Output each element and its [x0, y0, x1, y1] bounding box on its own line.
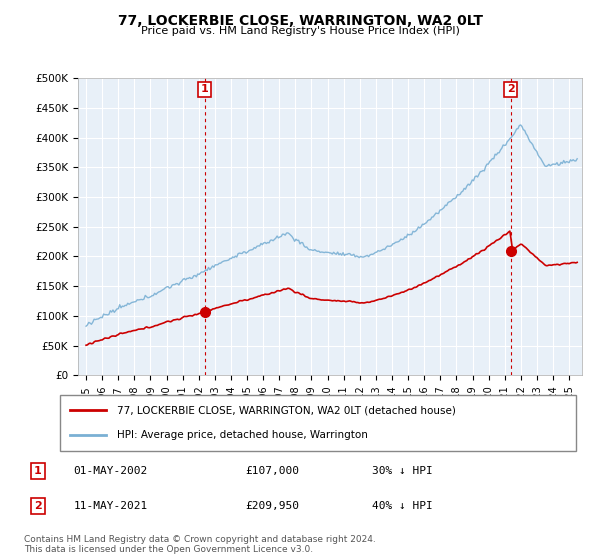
Text: 77, LOCKERBIE CLOSE, WARRINGTON, WA2 0LT: 77, LOCKERBIE CLOSE, WARRINGTON, WA2 0LT — [118, 14, 482, 28]
Text: 2: 2 — [34, 501, 41, 511]
Text: 40% ↓ HPI: 40% ↓ HPI — [372, 501, 433, 511]
Text: Price paid vs. HM Land Registry's House Price Index (HPI): Price paid vs. HM Land Registry's House … — [140, 26, 460, 36]
Text: Contains HM Land Registry data © Crown copyright and database right 2024.
This d: Contains HM Land Registry data © Crown c… — [24, 535, 376, 554]
Text: £209,950: £209,950 — [245, 501, 299, 511]
Text: HPI: Average price, detached house, Warrington: HPI: Average price, detached house, Warr… — [117, 430, 368, 440]
Text: 11-MAY-2021: 11-MAY-2021 — [74, 501, 148, 511]
Text: 2: 2 — [507, 85, 515, 94]
Text: 1: 1 — [34, 466, 41, 476]
FancyBboxPatch shape — [60, 395, 576, 451]
Text: 77, LOCKERBIE CLOSE, WARRINGTON, WA2 0LT (detached house): 77, LOCKERBIE CLOSE, WARRINGTON, WA2 0LT… — [117, 405, 455, 416]
Text: 1: 1 — [201, 85, 209, 94]
Text: £107,000: £107,000 — [245, 466, 299, 476]
Text: 30% ↓ HPI: 30% ↓ HPI — [372, 466, 433, 476]
Text: 01-MAY-2002: 01-MAY-2002 — [74, 466, 148, 476]
